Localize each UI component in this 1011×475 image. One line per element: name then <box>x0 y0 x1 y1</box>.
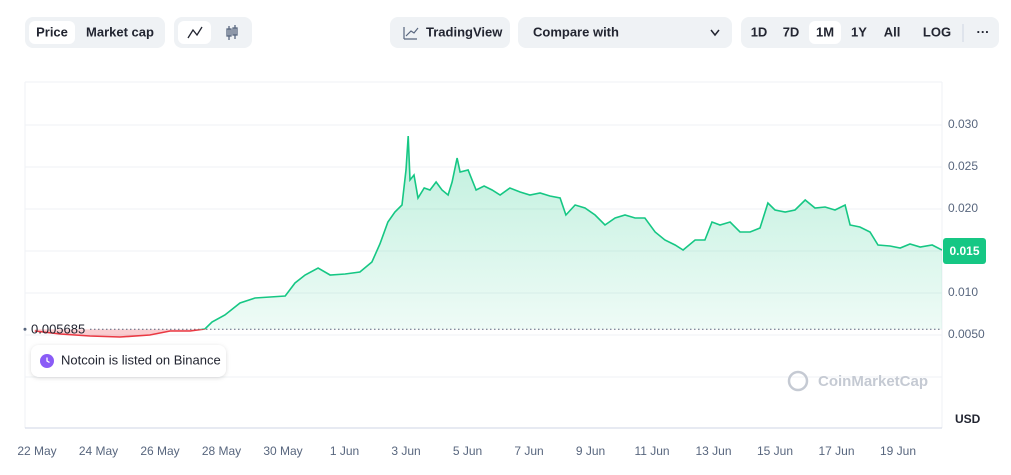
y-tick-label: 0.0050 <box>948 327 985 341</box>
x-tick-label: 24 May <box>79 444 118 458</box>
y-tick-label: 0.030 <box>948 117 978 131</box>
watermark-logo <box>787 370 809 392</box>
x-tick-label: 17 Jun <box>819 444 855 458</box>
price-area <box>203 136 942 330</box>
baseline-dot <box>23 327 27 331</box>
range-button[interactable]: 1Y <box>851 24 867 39</box>
price-line <box>197 135 942 330</box>
x-tick-label: 13 Jun <box>696 444 732 458</box>
line-icon <box>187 26 203 39</box>
more-button[interactable]: ··· <box>977 24 990 39</box>
x-tick-label: 7 Jun <box>514 444 543 458</box>
price-badge-label: 0.015 <box>949 244 979 258</box>
x-tick-label: 9 Jun <box>576 444 605 458</box>
annotation: Notcoin is listed on Binance <box>61 352 221 367</box>
market-cap-tab[interactable]: Market cap <box>86 24 154 39</box>
x-tick-label: 11 Jun <box>634 444 669 458</box>
candle-icon[interactable] <box>226 25 238 40</box>
range-toggle <box>741 17 999 48</box>
x-tick-label: 26 May <box>140 444 179 458</box>
range-button[interactable]: 1M <box>816 24 834 39</box>
x-tick-label: 22 May <box>17 444 56 458</box>
chevron <box>710 29 720 37</box>
range-button[interactable]: All <box>884 24 901 39</box>
log-toggle[interactable]: LOG <box>923 24 951 39</box>
compare-select[interactable] <box>518 17 732 48</box>
x-tick-label: 3 Jun <box>391 444 420 458</box>
price-badge <box>943 238 986 264</box>
range-button[interactable]: 7D <box>783 24 800 39</box>
annotation-box[interactable] <box>31 345 226 377</box>
watermark: CoinMarketCap <box>818 373 928 390</box>
y-tick-label: 0.025 <box>948 159 978 173</box>
price-tab[interactable] <box>29 21 75 44</box>
x-tick-label: 15 Jun <box>757 444 793 458</box>
x-tick-label: 28 May <box>202 444 241 458</box>
currency-label: USD <box>955 412 981 426</box>
range-button[interactable]: 1D <box>751 24 768 39</box>
x-tick-label: 5 Jun <box>453 444 482 458</box>
tradingview-icon <box>403 27 419 40</box>
annotation-icon-clock <box>46 357 50 364</box>
tradingview-button[interactable] <box>390 17 510 48</box>
x-tick-label: 19 Jun <box>880 444 916 458</box>
range-selected <box>809 21 841 44</box>
y-tick-label: 0.020 <box>948 201 978 215</box>
baseline-label: 0.005685 <box>31 322 85 337</box>
x-tick-label: 30 May <box>263 444 302 458</box>
tradingview-label: TradingView <box>426 24 503 39</box>
compare-label: Compare with <box>533 24 619 39</box>
x-tick-label: 1 Jun <box>330 444 359 458</box>
y-tick-label: 0.010 <box>948 285 978 299</box>
price-tab-label: Price <box>36 24 68 39</box>
